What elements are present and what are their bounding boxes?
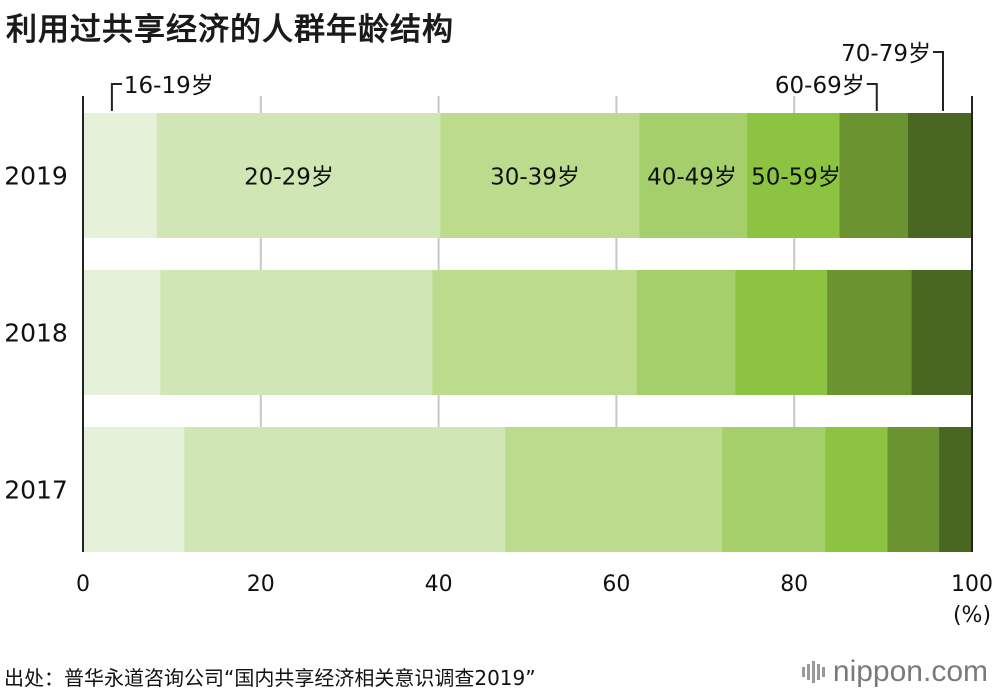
bar-segment [939, 427, 973, 552]
bar-segment [887, 427, 940, 552]
brand-text: nippon.com [832, 655, 988, 688]
bars [83, 113, 973, 552]
x-unit-label: (%) [953, 603, 991, 628]
bar-segment [156, 113, 441, 238]
x-tick-label: 100 [951, 572, 993, 597]
bar-segment [505, 427, 723, 552]
x-tick-label: 0 [76, 572, 90, 597]
brand-logo: nippon.com [801, 655, 988, 689]
bar-segment [747, 113, 841, 238]
callout-line [110, 83, 122, 111]
bar-segment [83, 113, 158, 238]
bar-segment [911, 270, 973, 395]
chart-title: 利用过共享经济的人群年龄结构 [6, 12, 454, 48]
bar-segment [160, 270, 433, 395]
x-tick-label: 20 [247, 572, 275, 597]
bar-segment [184, 427, 506, 552]
x-axis: 0 20 40 60 80 100 (%) [76, 96, 993, 628]
series-label: 60-69岁 [775, 73, 865, 99]
category-label: 2017 [4, 476, 68, 505]
bar-segment [825, 427, 889, 552]
x-tick-label: 80 [780, 572, 808, 597]
bar-segment [722, 427, 826, 552]
series-label: 40-49岁 [647, 165, 737, 191]
bar-segment [639, 113, 748, 238]
x-tick-label: 60 [602, 572, 630, 597]
bar-segment [83, 270, 161, 395]
bar-segment [907, 113, 973, 238]
series-label: 70-79岁 [841, 41, 931, 67]
category-label: 2019 [4, 162, 68, 191]
bar-segment [839, 113, 909, 238]
bar-segment [636, 270, 737, 395]
category-label: 2018 [4, 319, 68, 348]
series-label: 20-29岁 [244, 165, 334, 191]
bar-segment [827, 270, 913, 395]
callout-line [866, 83, 878, 111]
source-note: 出处：普华永道咨询公司“国内共享经济相关意识调查2019” [4, 666, 536, 690]
series-labels: 20-29岁 30-39岁 40-49岁 50-59岁 16-19岁 60-69岁 70-7… [110, 41, 944, 191]
series-label: 16-19岁 [124, 73, 214, 99]
bar-segment [432, 270, 638, 395]
y-axis-categories: 2019 2018 2017 [4, 162, 68, 505]
bar-segment [735, 270, 828, 395]
series-label: 30-39岁 [490, 165, 580, 191]
callout-line [932, 51, 944, 111]
series-label: 50-59岁 [751, 165, 841, 191]
bar-segment [83, 427, 185, 552]
bar-segment [440, 113, 641, 238]
x-tick-label: 40 [425, 572, 453, 597]
brand-bars-icon [801, 661, 827, 683]
